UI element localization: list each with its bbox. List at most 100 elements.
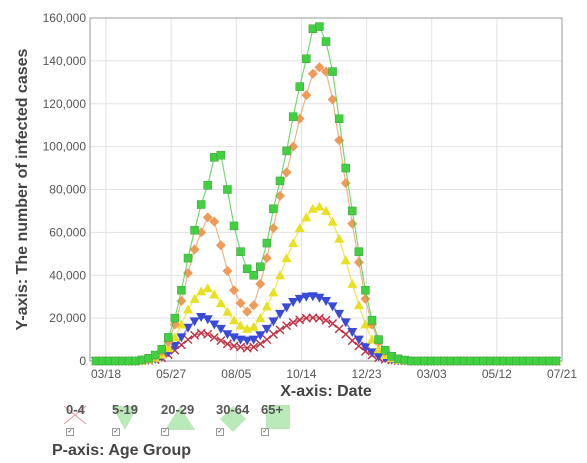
data-point[interactable] xyxy=(248,300,259,311)
data-point[interactable] xyxy=(360,343,371,353)
data-point[interactable] xyxy=(380,346,390,355)
data-point[interactable] xyxy=(222,330,233,340)
data-point[interactable] xyxy=(282,146,291,156)
data-point[interactable] xyxy=(551,356,561,366)
data-point[interactable] xyxy=(262,335,272,345)
data-point[interactable] xyxy=(281,253,292,263)
data-point[interactable] xyxy=(327,94,338,105)
data-point[interactable] xyxy=(164,333,173,342)
data-point[interactable] xyxy=(295,315,305,325)
data-point[interactable] xyxy=(169,341,180,351)
data-point[interactable] xyxy=(334,233,345,243)
data-point[interactable] xyxy=(294,223,305,233)
data-point[interactable] xyxy=(203,180,212,190)
data-point[interactable] xyxy=(209,216,220,227)
data-point[interactable] xyxy=(222,306,233,316)
data-point[interactable] xyxy=(314,62,325,73)
data-point[interactable] xyxy=(334,114,344,124)
data-point[interactable] xyxy=(361,286,370,295)
data-point[interactable] xyxy=(189,293,200,303)
data-point[interactable] xyxy=(255,313,266,323)
data-point[interactable] xyxy=(236,247,245,256)
data-point[interactable] xyxy=(288,317,298,327)
data-point[interactable] xyxy=(196,286,207,296)
data-point[interactable] xyxy=(321,37,331,46)
data-point[interactable] xyxy=(314,201,325,211)
legend-checkbox[interactable]: ✓ xyxy=(216,428,224,436)
data-point[interactable] xyxy=(183,323,193,333)
data-point[interactable] xyxy=(269,204,278,214)
data-point[interactable] xyxy=(196,200,206,209)
data-point[interactable] xyxy=(282,321,292,331)
data-point[interactable] xyxy=(157,344,166,354)
data-point[interactable] xyxy=(347,278,358,288)
data-point[interactable] xyxy=(301,292,312,302)
data-point[interactable] xyxy=(242,306,253,317)
data-point[interactable] xyxy=(249,342,259,352)
data-point[interactable] xyxy=(275,176,285,186)
data-point[interactable] xyxy=(321,315,331,325)
legend-checkbox[interactable]: ✓ xyxy=(261,428,269,436)
data-point[interactable] xyxy=(340,255,351,265)
data-point[interactable] xyxy=(307,68,318,79)
data-point[interactable] xyxy=(176,333,187,343)
data-point[interactable] xyxy=(256,262,265,271)
data-point[interactable] xyxy=(215,298,226,308)
data-point[interactable] xyxy=(242,336,253,346)
data-point[interactable] xyxy=(255,278,266,289)
data-point[interactable] xyxy=(183,335,193,345)
legend-checkbox[interactable]: ✓ xyxy=(161,428,169,436)
data-point[interactable] xyxy=(334,309,345,319)
data-point[interactable] xyxy=(261,301,272,311)
data-point[interactable] xyxy=(222,265,233,276)
data-point[interactable] xyxy=(209,332,219,342)
data-point[interactable] xyxy=(261,253,272,264)
data-point[interactable] xyxy=(262,238,272,248)
data-point[interactable] xyxy=(275,270,285,280)
data-point[interactable] xyxy=(315,22,324,31)
data-point[interactable] xyxy=(347,218,358,229)
data-point[interactable] xyxy=(268,329,278,339)
data-point[interactable] xyxy=(261,324,272,334)
data-point[interactable] xyxy=(190,330,200,340)
data-point[interactable] xyxy=(209,289,220,299)
data-point[interactable] xyxy=(223,185,232,194)
data-point[interactable] xyxy=(229,285,239,296)
data-point[interactable] xyxy=(281,303,292,313)
data-point[interactable] xyxy=(249,271,258,280)
data-point[interactable] xyxy=(275,325,285,335)
data-point[interactable] xyxy=(288,298,299,308)
data-point[interactable] xyxy=(189,317,200,327)
data-point[interactable] xyxy=(229,221,239,231)
legend-checkbox[interactable]: ✓ xyxy=(66,428,74,436)
data-point[interactable] xyxy=(321,205,331,215)
data-point[interactable] xyxy=(347,336,357,346)
data-point[interactable] xyxy=(275,309,285,319)
data-point[interactable] xyxy=(340,178,351,189)
data-point[interactable] xyxy=(301,90,312,101)
data-point[interactable] xyxy=(215,240,226,251)
data-point[interactable] xyxy=(341,163,350,173)
data-point[interactable] xyxy=(216,336,226,346)
data-point[interactable] xyxy=(176,319,187,329)
data-point[interactable] xyxy=(281,167,292,178)
data-point[interactable] xyxy=(202,212,213,223)
data-point[interactable] xyxy=(354,247,364,256)
data-point[interactable] xyxy=(302,54,311,63)
data-point[interactable] xyxy=(347,328,358,338)
data-point[interactable] xyxy=(334,324,344,334)
data-point[interactable] xyxy=(353,257,364,268)
data-point[interactable] xyxy=(183,253,193,263)
data-point[interactable] xyxy=(183,304,193,314)
data-point[interactable] xyxy=(321,296,331,306)
data-point[interactable] xyxy=(367,348,377,358)
data-point[interactable] xyxy=(248,335,259,345)
data-point[interactable] xyxy=(348,206,357,216)
data-point[interactable] xyxy=(209,320,220,330)
data-point[interactable] xyxy=(190,225,199,235)
data-point[interactable] xyxy=(367,316,377,325)
data-point[interactable] xyxy=(295,82,304,91)
data-point[interactable] xyxy=(216,150,226,160)
data-point[interactable] xyxy=(235,298,246,309)
data-point[interactable] xyxy=(268,287,279,297)
